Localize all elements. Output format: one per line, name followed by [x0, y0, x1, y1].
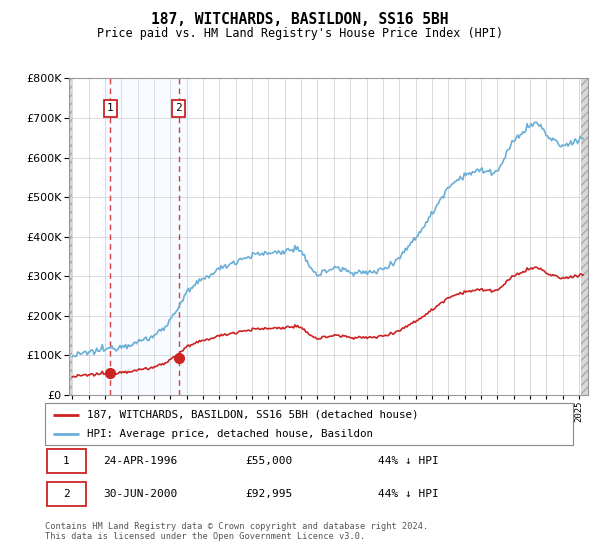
Text: 44% ↓ HPI: 44% ↓ HPI	[377, 456, 439, 466]
Text: Contains HM Land Registry data © Crown copyright and database right 2024.
This d: Contains HM Land Registry data © Crown c…	[45, 522, 428, 542]
Text: 30-JUN-2000: 30-JUN-2000	[103, 489, 178, 499]
Bar	[47, 449, 86, 473]
Text: 44% ↓ HPI: 44% ↓ HPI	[377, 489, 439, 499]
Text: 1: 1	[63, 456, 70, 466]
Text: Price paid vs. HM Land Registry's House Price Index (HPI): Price paid vs. HM Land Registry's House …	[97, 27, 503, 40]
Text: £92,995: £92,995	[245, 489, 293, 499]
Text: 187, WITCHARDS, BASILDON, SS16 5BH (detached house): 187, WITCHARDS, BASILDON, SS16 5BH (deta…	[87, 409, 419, 419]
Text: 2: 2	[63, 489, 70, 499]
Text: 1: 1	[107, 104, 113, 114]
Text: 24-APR-1996: 24-APR-1996	[103, 456, 178, 466]
Bar	[47, 482, 86, 506]
Text: 187, WITCHARDS, BASILDON, SS16 5BH: 187, WITCHARDS, BASILDON, SS16 5BH	[151, 12, 449, 27]
Bar	[103, 78, 191, 395]
Text: HPI: Average price, detached house, Basildon: HPI: Average price, detached house, Basi…	[87, 429, 373, 439]
Text: £55,000: £55,000	[245, 456, 293, 466]
Text: 2: 2	[175, 104, 182, 114]
